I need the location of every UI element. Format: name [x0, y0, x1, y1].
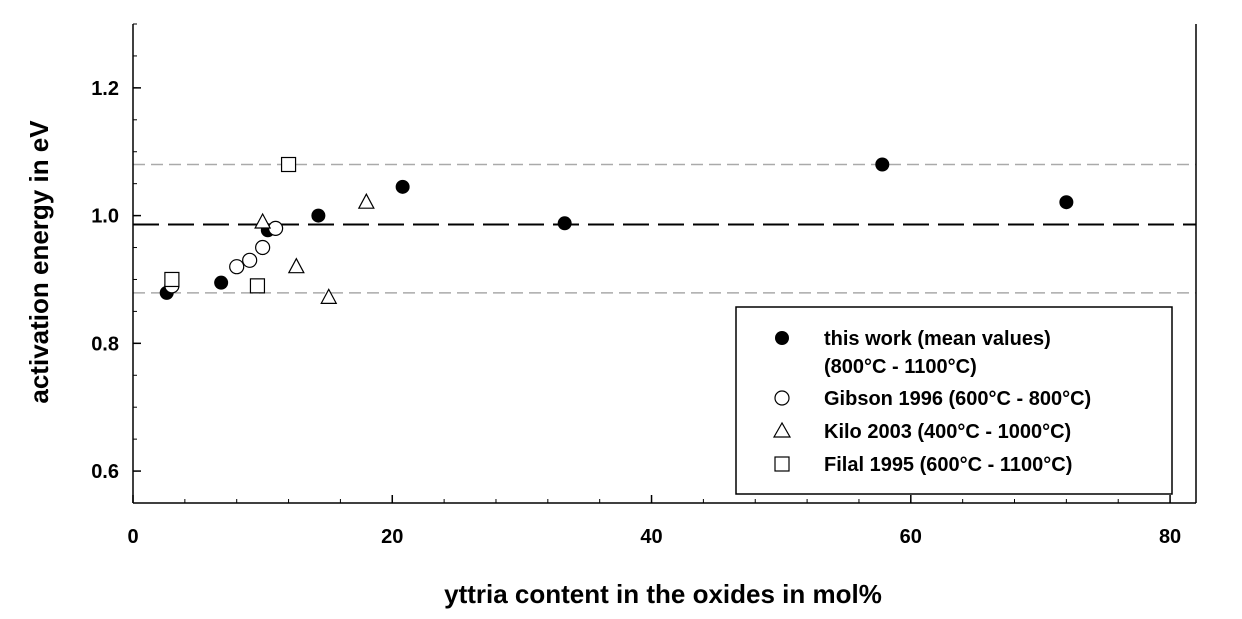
y-tick-label: 0.6 [91, 461, 119, 483]
data-point-series-3 [280, 156, 297, 173]
y-tick-label: 0.8 [91, 333, 119, 355]
legend-label-gibson: Gibson 1996 (600°C - 800°C) [824, 388, 1091, 410]
data-point-series-0 [214, 275, 229, 290]
data-point-series-2 [357, 192, 375, 209]
data-point-series-1 [242, 252, 258, 268]
x-tick-label: 20 [381, 526, 403, 548]
x-tick-label: 60 [900, 526, 922, 548]
legend-label-this-work: this work (mean values) [824, 328, 1051, 350]
plot-area: 0 20 40 60 80 0.6 0.8 1.0 1.2 [91, 23, 1197, 548]
legend-marker-gibson [774, 390, 790, 406]
legend-marker-kilo [772, 421, 792, 438]
data-point-series-1 [255, 239, 271, 256]
y-tick-label: 1.2 [91, 78, 119, 100]
data-point-series-0 [311, 208, 326, 223]
legend-label-kilo: Kilo 2003 (400°C - 1000°C) [824, 421, 1071, 443]
legend: this work (mean values) (800°C - 1100°C)… [735, 306, 1173, 495]
x-tick-label: 80 [1159, 526, 1181, 548]
y-axis-label: activation energy in eV [24, 120, 54, 404]
data-point-series-3 [164, 271, 180, 288]
data-point-series-2 [320, 288, 338, 304]
legend-box [735, 306, 1173, 495]
data-point-series-0 [1059, 195, 1074, 210]
legend-marker-filal [774, 456, 790, 472]
legend-label-this-work-range: (800°C - 1100°C) [824, 356, 977, 378]
data-point-series-3 [249, 278, 266, 294]
data-point-series-0 [557, 216, 572, 231]
y-tick-label: 1.0 [91, 206, 119, 228]
data-point-series-0 [395, 179, 410, 194]
data-point-series-1 [229, 259, 245, 275]
legend-marker-this-work [775, 331, 789, 345]
x-tick-label: 40 [640, 526, 662, 548]
x-tick-label: 0 [127, 526, 138, 548]
legend-label-filal: Filal 1995 (600°C - 1100°C) [824, 454, 1072, 476]
data-point-series-0 [875, 157, 890, 172]
x-axis-label: yttria content in the oxides in mol% [444, 579, 882, 609]
data-point-series-2 [254, 212, 272, 229]
data-point-series-2 [287, 257, 305, 274]
